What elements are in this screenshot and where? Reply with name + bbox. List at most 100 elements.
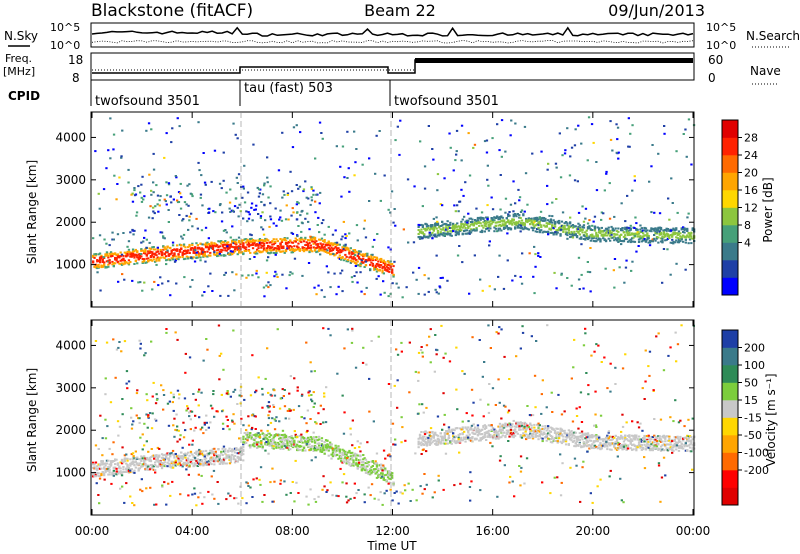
range-gate-cell [283, 193, 286, 196]
range-gate-cell [423, 293, 426, 296]
range-gate-cell [375, 452, 379, 455]
range-gate-cell [238, 245, 241, 248]
range-gate-cell [302, 248, 306, 251]
range-gate-cell [443, 233, 446, 236]
range-gate-cell [282, 448, 285, 450]
range-gate-cell [108, 473, 111, 476]
range-gate-cell [266, 176, 269, 179]
range-gate-cell [563, 224, 566, 227]
range-gate-cell [109, 463, 113, 465]
range-gate-cell [585, 236, 588, 239]
range-gate-cell [491, 208, 495, 211]
range-gate-cell [165, 248, 168, 251]
range-gate-cell [184, 456, 187, 459]
range-gate-cell [287, 247, 290, 250]
range-gate-cell [456, 440, 459, 443]
range-gate-cell [515, 425, 518, 428]
range-gate-cell [333, 449, 336, 452]
range-gate-cell [486, 435, 489, 438]
range-gate-cell [522, 432, 525, 435]
range-gate-cell [682, 133, 685, 135]
range-gate-cell [461, 420, 464, 423]
range-gate-cell [595, 439, 598, 442]
range-gate-cell [425, 444, 429, 447]
range-gate-cell [605, 172, 608, 175]
range-gate-cell [213, 460, 216, 463]
range-gate-cell [116, 233, 120, 236]
range-gate-cell [374, 265, 377, 268]
range-gate-cell [349, 457, 352, 460]
range-gate-cell [195, 217, 198, 220]
range-gate-cell [420, 441, 423, 444]
nsky-label: N.Sky [4, 29, 38, 43]
range-gate-cell [490, 219, 493, 222]
range-gate-cell [536, 223, 539, 226]
range-gate-cell [130, 193, 133, 196]
range-gate-cell [300, 210, 303, 213]
range-gate-cell [137, 469, 140, 472]
range-gate-cell [497, 430, 500, 433]
freq-label: Freq. [5, 52, 32, 65]
range-gate-cell [109, 461, 113, 464]
range-gate-cell [160, 463, 164, 466]
range-gate-cell [229, 211, 232, 213]
range-gate-cell [261, 193, 265, 196]
range-gate-cell [530, 217, 533, 220]
range-gate-cell [570, 436, 573, 439]
range-gate-cell [366, 465, 369, 468]
range-gate-cell [559, 226, 562, 229]
range-gate-cell [181, 252, 184, 255]
range-gate-cell [542, 217, 546, 219]
range-gate-cell [581, 228, 584, 231]
range-gate-cell [577, 444, 580, 447]
range-gate-cell [221, 241, 224, 244]
range-gate-cell [429, 427, 433, 430]
range-gate-cell [365, 286, 368, 289]
range-gate-cell [564, 221, 568, 223]
range-gate-cell [280, 245, 284, 248]
range-gate-cell [105, 469, 109, 472]
range-gate-cell [538, 223, 541, 226]
range-gate-cell [598, 228, 601, 231]
range-gate-cell [122, 461, 125, 464]
range-gate-cell [555, 435, 558, 438]
range-gate-cell [282, 434, 285, 437]
range-gate-cell [545, 439, 548, 442]
range-gate-cell [420, 437, 423, 440]
range-gate-cell [388, 270, 391, 273]
range-gate-cell [560, 413, 564, 416]
range-gate-cell [282, 437, 285, 440]
range-gate-cell [318, 444, 321, 447]
range-gate-cell [145, 261, 148, 264]
range-gate-cell [555, 166, 558, 169]
range-gate-cell [511, 223, 514, 226]
range-gate-cell [449, 232, 452, 235]
range-gate-cell [676, 236, 679, 239]
range-gate-cell [115, 473, 118, 476]
range-gate-cell [556, 441, 559, 444]
range-gate-cell [243, 238, 246, 241]
range-gate-cell [296, 447, 299, 450]
range-gate-cell [170, 462, 173, 465]
range-gate-cell [442, 234, 445, 237]
range-gate-cell [341, 461, 344, 464]
range-gate-cell [331, 447, 335, 450]
range-gate-cell [359, 466, 362, 469]
range-gate-cell [214, 452, 217, 455]
range-gate-cell [213, 463, 216, 466]
range-gate-cell [233, 447, 237, 450]
range-gate-cell [417, 223, 420, 226]
range-gate-cell [553, 222, 557, 225]
range-gate-cell [536, 432, 539, 434]
range-gate-cell [541, 231, 544, 234]
range-gate-cell [310, 186, 313, 189]
range-gate-cell [436, 415, 440, 418]
range-gate-cell [467, 426, 470, 429]
range-gate-cell [632, 240, 635, 243]
range-gate-cell [143, 260, 146, 263]
range-gate-cell [131, 250, 135, 253]
range-gate-cell [585, 233, 588, 236]
range-gate-cell [141, 289, 144, 292]
range-gate-cell [387, 208, 390, 211]
range-gate-cell [109, 251, 113, 254]
